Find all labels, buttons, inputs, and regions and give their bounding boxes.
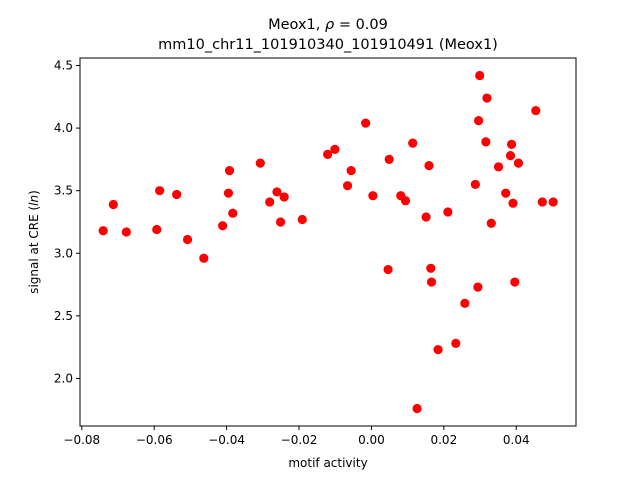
data-point-7 (199, 253, 209, 263)
data-point-1 (108, 199, 118, 210)
plot-frame (79, 57, 577, 427)
x-tick-label: 0.00 (358, 433, 385, 447)
data-point-34 (433, 345, 443, 355)
data-point-28 (408, 138, 418, 148)
data-point-0 (98, 226, 108, 236)
data-point-19 (330, 144, 340, 154)
y-label-prefix: signal at CRE ( (27, 206, 41, 294)
data-point-35 (443, 207, 453, 217)
data-point-18 (323, 149, 333, 159)
data-point-44 (486, 218, 496, 228)
data-point-39 (473, 282, 483, 292)
data-point-2 (121, 227, 131, 237)
data-point-30 (421, 212, 431, 222)
data-point-47 (505, 151, 516, 161)
data-point-37 (460, 298, 470, 308)
data-point-24 (383, 264, 393, 275)
data-point-52 (531, 105, 541, 116)
data-point-14 (272, 187, 282, 197)
data-point-10 (224, 166, 235, 176)
data-point-43 (482, 93, 492, 103)
data-point-11 (228, 208, 238, 218)
data-point-21 (346, 166, 356, 176)
data-point-13 (265, 197, 275, 207)
x-tick-label: 0.04 (503, 433, 530, 447)
data-point-48 (506, 139, 517, 149)
data-point-20 (342, 181, 353, 191)
y-tick-label: 3.0 (54, 246, 73, 260)
data-point-12 (255, 158, 265, 168)
data-point-38 (470, 179, 480, 190)
data-point-36 (451, 338, 461, 348)
y-tick-label: 2.5 (54, 309, 73, 323)
data-point-33 (426, 277, 437, 287)
x-tick-label: −0.06 (136, 433, 173, 447)
y-tick-label: 2.0 (54, 371, 73, 385)
y-label-italic: ln (27, 195, 41, 206)
x-tick-label: −0.04 (208, 433, 245, 447)
data-points (98, 70, 558, 414)
chart-title-line1: Meox1, ρ = 0.09 (268, 17, 388, 33)
data-point-50 (510, 277, 520, 287)
x-tick-label: −0.02 (281, 433, 318, 447)
data-point-31 (424, 161, 434, 171)
data-point-40 (474, 115, 484, 126)
data-point-42 (481, 137, 491, 147)
x-axis-ticks: −0.08 −0.06 −0.04 −0.02 0.00 0.02 0.04 (63, 426, 530, 447)
data-point-49 (508, 198, 518, 208)
data-point-5 (172, 189, 182, 200)
title-rho-value: = 0.09 (334, 17, 388, 33)
y-tick-label: 3.5 (54, 184, 73, 198)
data-point-22 (361, 118, 371, 128)
data-point-17 (297, 214, 307, 225)
data-point-54 (548, 197, 558, 207)
data-point-3 (152, 224, 162, 235)
data-point-27 (400, 196, 411, 206)
y-axis-ticks: 2.0 2.5 3.0 3.5 4.0 4.5 (54, 59, 80, 385)
data-point-8 (218, 221, 228, 231)
title-prefix: Meox1, (268, 17, 325, 33)
x-tick-label: 0.02 (430, 433, 457, 447)
x-tick-label: −0.08 (63, 433, 100, 447)
data-point-23 (368, 191, 378, 201)
data-point-45 (493, 162, 504, 172)
data-point-46 (501, 188, 511, 198)
data-point-16 (279, 192, 289, 202)
data-point-29 (412, 403, 422, 414)
data-point-41 (475, 70, 485, 81)
data-point-51 (513, 158, 524, 168)
data-point-53 (537, 197, 547, 207)
y-axis-label: signal at CRE (ln) (27, 190, 41, 294)
title-rho-symbol: ρ (325, 17, 335, 33)
data-point-25 (384, 154, 394, 164)
data-point-4 (155, 186, 165, 196)
y-tick-label: 4.0 (54, 121, 73, 135)
data-point-6 (182, 234, 193, 245)
data-point-9 (223, 188, 234, 198)
chart-title-line2: mm10_chr11_101910340_101910491 (Meox1) (158, 37, 498, 53)
data-point-32 (426, 263, 436, 273)
data-point-15 (275, 217, 286, 227)
y-tick-label: 4.5 (54, 59, 73, 73)
x-axis-label: motif activity (288, 456, 367, 470)
y-label-suffix: ) (27, 190, 41, 195)
